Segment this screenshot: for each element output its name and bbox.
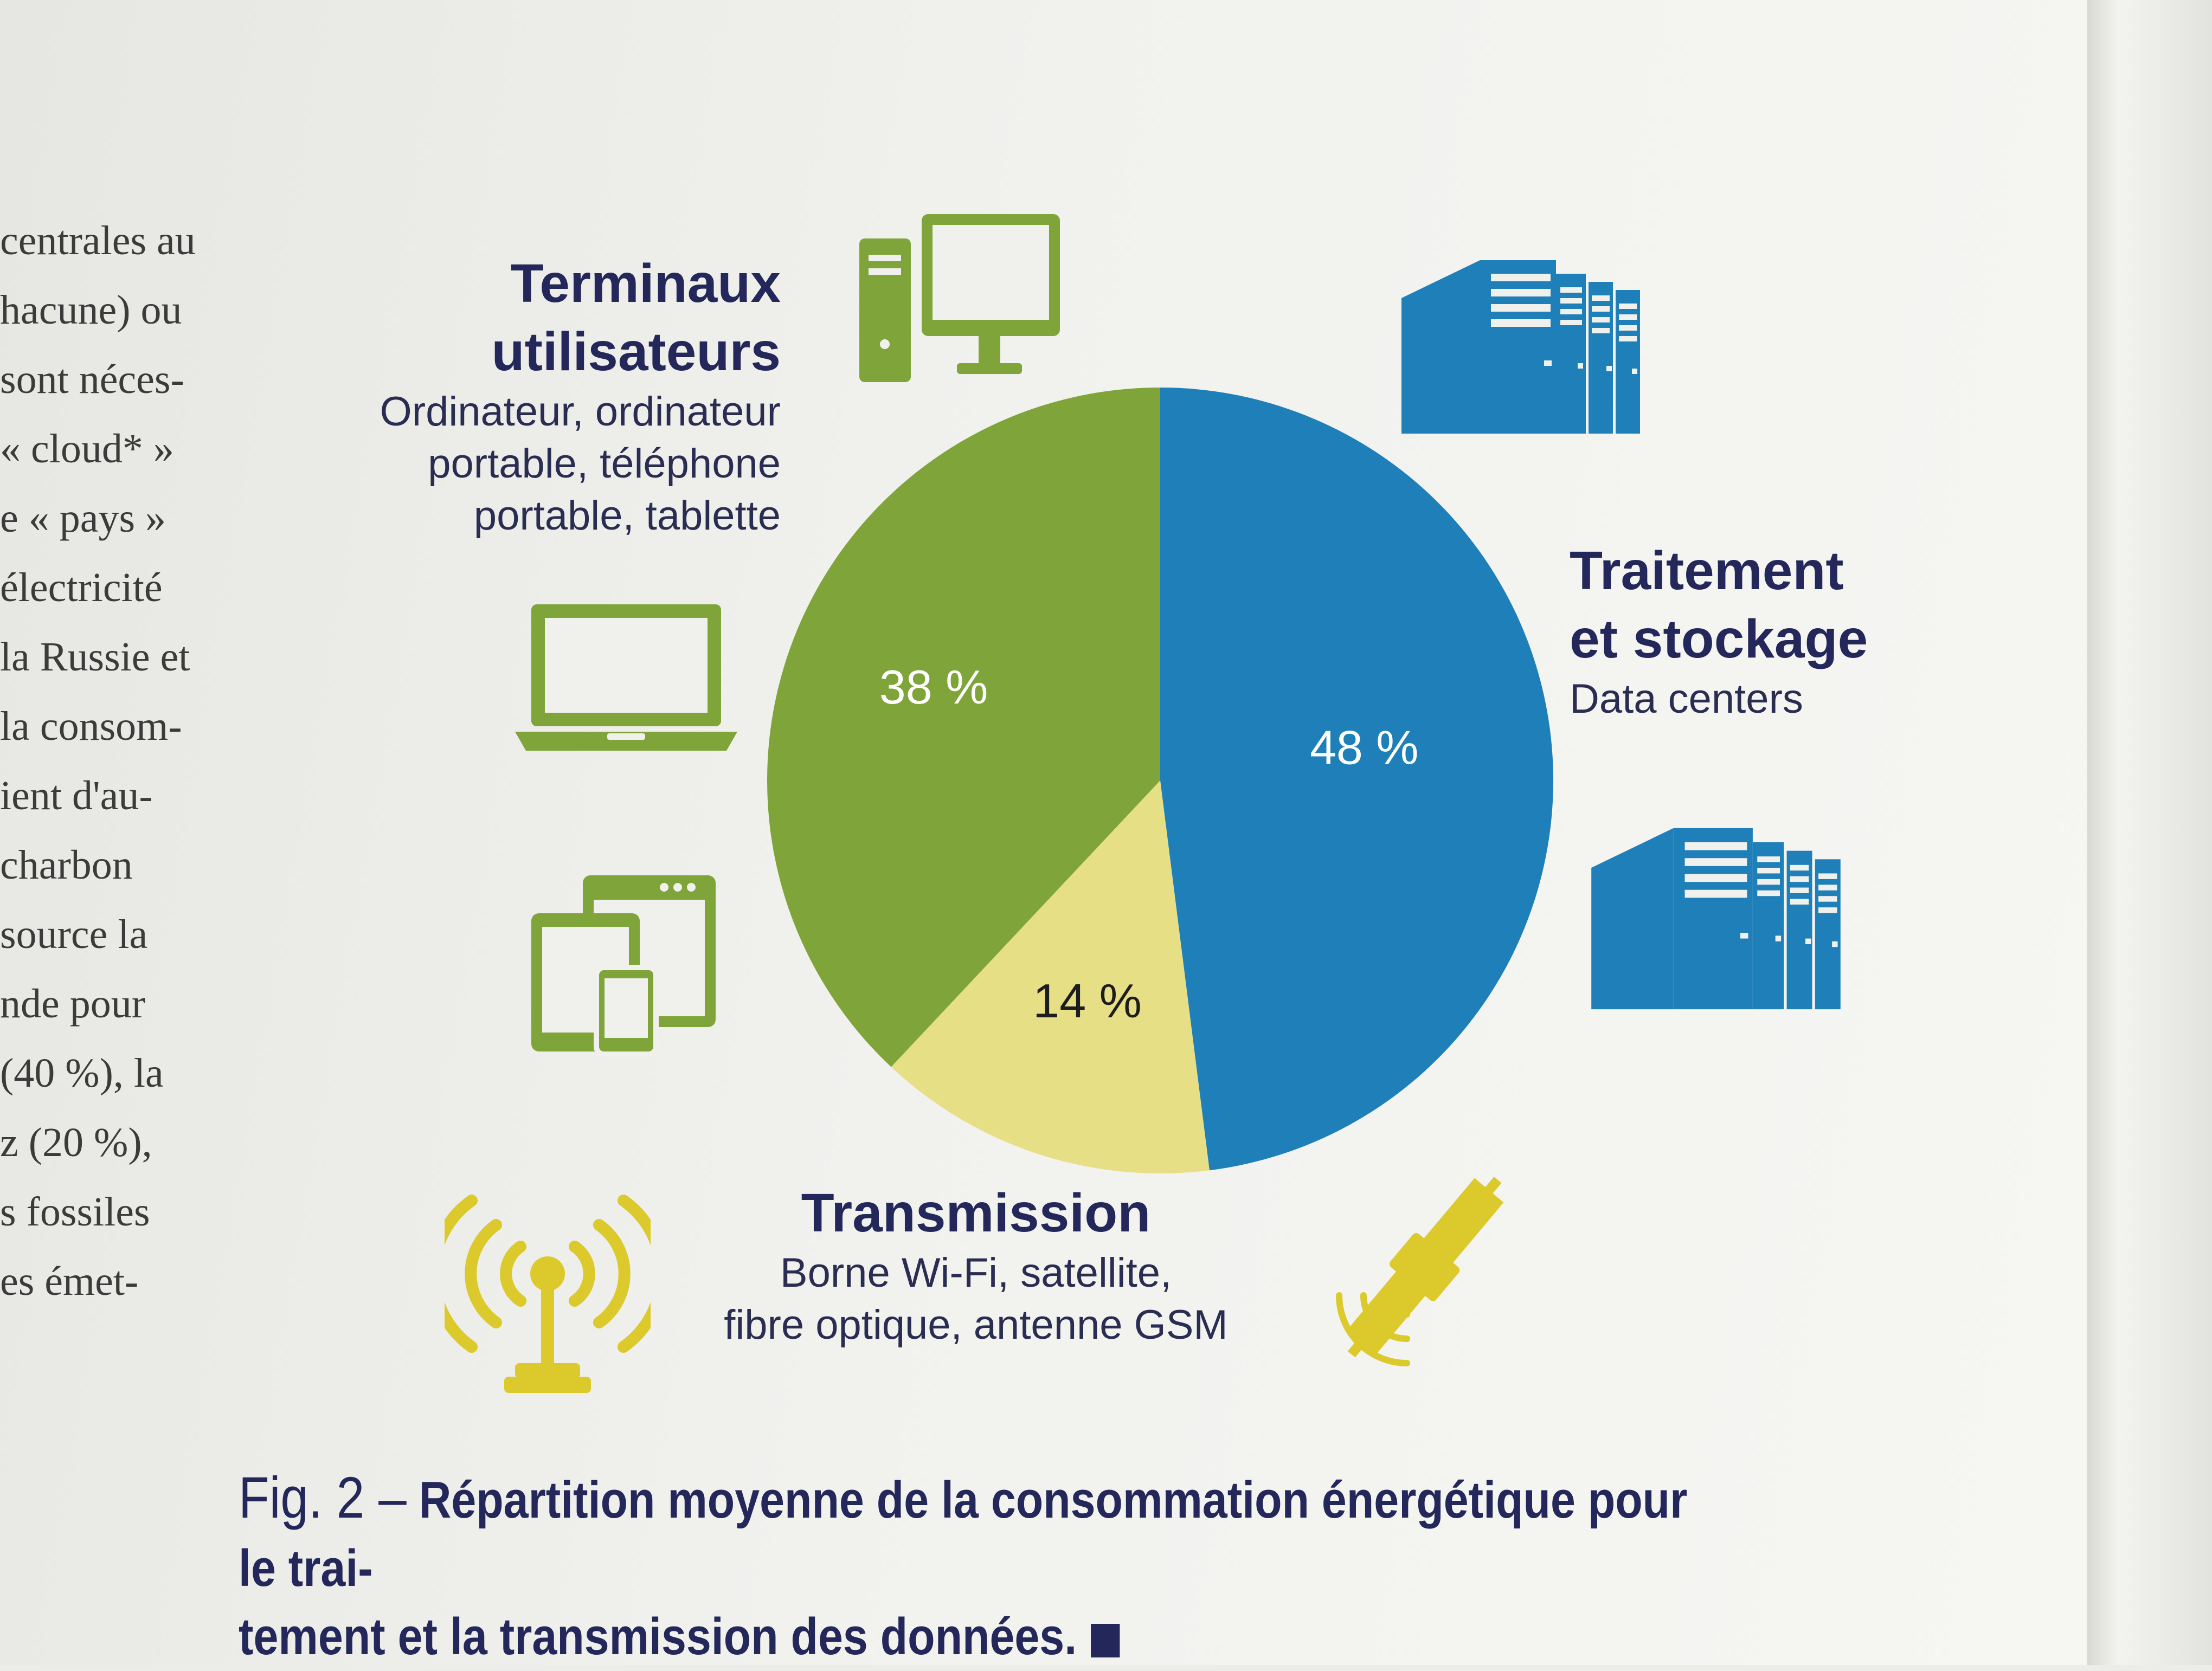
- transmission-title: Transmission: [801, 1183, 1151, 1243]
- traitement-sub-1: Data centers: [1570, 676, 1803, 722]
- pie-slices: [767, 388, 1554, 1173]
- body-text-column: centrales au hacune) ou sont néces- « cl…: [0, 206, 239, 1316]
- terminaux-label: Terminaux utilisateurs Ordinateur, ordin…: [304, 249, 781, 542]
- transmission-sub-2: fibre optique, antenne GSM: [724, 1302, 1228, 1348]
- pie-slice: [1160, 388, 1554, 1171]
- body-text-line: nde pour: [0, 981, 146, 1027]
- transmission-sub-1: Borne Wi-Fi, satellite,: [780, 1250, 1172, 1296]
- body-text-line: es émet-: [0, 1259, 139, 1304]
- figure-number: Fig. 2 –: [239, 1464, 407, 1530]
- desktop-computer-icon: [859, 214, 1060, 382]
- terminaux-sub-1: Ordinateur, ordinateur: [380, 389, 781, 435]
- pie-value-labels: 48 % 14 % 38 %: [879, 660, 1419, 1028]
- body-text-line: électricité: [0, 565, 163, 610]
- body-text-line: z (20 %),: [0, 1120, 152, 1165]
- pie-value-label: 38 %: [879, 660, 988, 714]
- server-building-icon: [1591, 828, 1841, 1010]
- laptop-icon: [515, 604, 737, 751]
- terminaux-sub-3: portable, tablette: [473, 493, 781, 539]
- antenna-icon: [445, 1195, 651, 1393]
- body-text-line: « cloud* »: [0, 426, 174, 472]
- body-text-line: la Russie et: [0, 634, 190, 680]
- body-text-line: la consom-: [0, 704, 182, 749]
- pie-slice: [767, 388, 1160, 1067]
- page-edge: [2087, 0, 2212, 1665]
- satellite-icon: [1336, 1177, 1504, 1366]
- caption-line-2: tement et la transmission des données.: [239, 1603, 1731, 1671]
- traitement-title-2: et stockage: [1570, 609, 1868, 669]
- tablet-phone-icon: [531, 875, 716, 1057]
- body-text-line: charbon: [0, 842, 133, 888]
- pie-value-label: 48 %: [1310, 721, 1419, 775]
- body-text-line: s fossiles: [0, 1189, 150, 1235]
- caption-text-2: tement et la transmission des données.: [239, 1608, 1077, 1666]
- terminaux-title-2: utilisateurs: [491, 321, 781, 382]
- pie-slice: [891, 780, 1210, 1173]
- traitement-title-1: Traitement: [1570, 540, 1844, 601]
- terminaux-title-1: Terminaux: [510, 253, 781, 314]
- transmission-label: Transmission Borne Wi-Fi, satellite, fib…: [618, 1179, 1334, 1351]
- traitement-label: Traitement et stockage Data centers: [1570, 537, 2003, 725]
- body-text-line: source la: [0, 912, 148, 957]
- body-text-line: sont néces-: [0, 357, 184, 402]
- terminaux-sub-2: portable, téléphone: [428, 441, 781, 487]
- caption-text-1: Répartition moyenne de la consommation é…: [239, 1471, 1688, 1597]
- body-text-line: centrales au: [0, 218, 196, 263]
- server-building-icon: [1401, 260, 1640, 434]
- end-mark: [1090, 1623, 1120, 1657]
- body-text-line: ient d'au-: [0, 773, 153, 818]
- body-text-line: e « pays »: [0, 495, 166, 541]
- body-text-line: hacune) ou: [0, 287, 182, 333]
- pie-value-label: 14 %: [1033, 974, 1142, 1028]
- caption-line-1: Fig. 2 – Répartition moyenne de la conso…: [239, 1463, 1731, 1603]
- body-text-line: (40 %), la: [0, 1050, 164, 1096]
- figure-caption: Fig. 2 – Répartition moyenne de la conso…: [239, 1463, 1731, 1671]
